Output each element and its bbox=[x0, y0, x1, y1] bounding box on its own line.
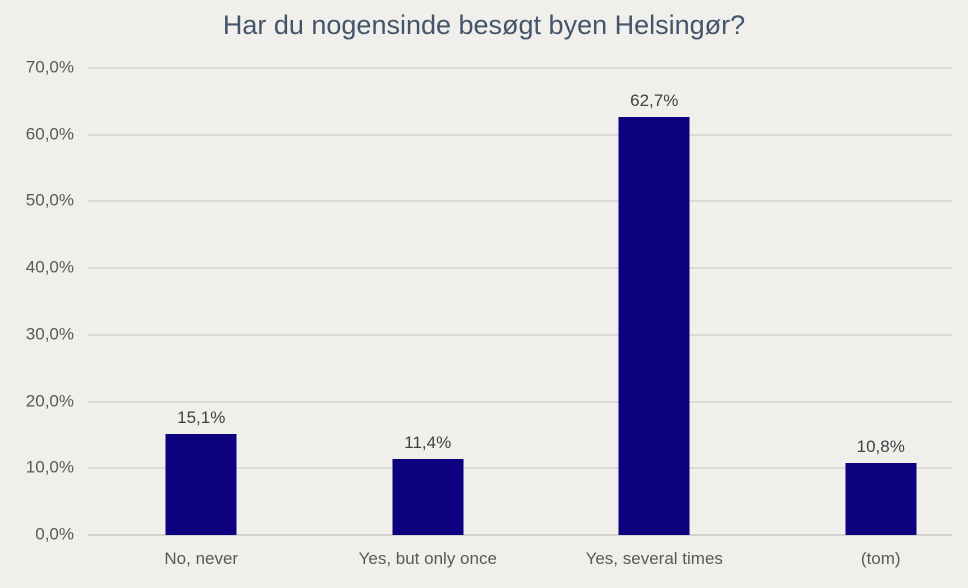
bar-value-label: 11,4% bbox=[404, 432, 452, 452]
gridline bbox=[88, 333, 952, 336]
bar-value-label: 10,8% bbox=[856, 436, 905, 456]
y-axis-tick-label: 70,0% bbox=[25, 57, 74, 77]
x-axis-tick-label: Yes, several times bbox=[585, 549, 723, 568]
y-axis-tick-label: 10,0% bbox=[25, 457, 74, 477]
plot-area bbox=[88, 67, 952, 536]
y-axis-tick-label: 20,0% bbox=[25, 391, 74, 411]
x-axis-tick-label: No, never bbox=[164, 549, 239, 568]
gridline bbox=[88, 400, 952, 403]
bars-layer: 15,1% 11,4% 62,7% 10,8% bbox=[88, 68, 968, 535]
bar-slot: 10,8% bbox=[768, 68, 968, 535]
chart-title: Har du nogensinde besøgt byen Helsingør? bbox=[222, 10, 746, 40]
y-axis-tick-label: 40,0% bbox=[25, 257, 74, 277]
bar-value-label: 62,7% bbox=[630, 90, 679, 110]
bar-value-label: 15,1% bbox=[177, 408, 226, 428]
x-axis: No, never Yes, but only once Yes, several … bbox=[88, 549, 968, 569]
bar bbox=[618, 116, 690, 535]
gridline bbox=[88, 467, 952, 470]
bar-slot: 15,1% bbox=[88, 68, 315, 535]
y-axis-tick-label: 50,0% bbox=[25, 191, 74, 211]
bar bbox=[392, 458, 464, 535]
x-axis-line bbox=[88, 534, 952, 536]
gridline bbox=[88, 267, 952, 270]
y-axis: 70,0% 60,0% 50,0% 40,0% 30,0% 20,0% 10,0% 0,0% bbox=[0, 58, 74, 544]
y-axis-tick-label: 0,0% bbox=[35, 524, 74, 544]
y-axis-tick-label: 60,0% bbox=[25, 124, 74, 144]
y-axis-tick-label: 30,0% bbox=[25, 324, 74, 344]
bar-slot: 62,7% bbox=[541, 68, 768, 535]
x-axis-tick-label: Yes, but only once bbox=[358, 549, 497, 568]
gridline bbox=[88, 200, 952, 203]
x-axis-tick-label: (tom) bbox=[860, 549, 901, 568]
gridline bbox=[88, 67, 952, 69]
bar bbox=[165, 434, 237, 535]
bar bbox=[845, 462, 917, 535]
gridline bbox=[88, 133, 952, 136]
bar-slot: 11,4% bbox=[315, 68, 542, 535]
